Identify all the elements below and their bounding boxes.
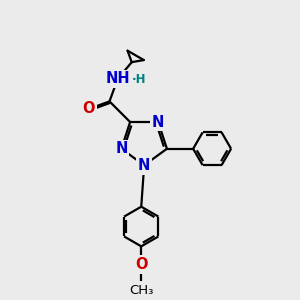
Text: N: N <box>115 141 128 156</box>
Text: O: O <box>135 257 148 272</box>
Text: N: N <box>152 115 164 130</box>
Text: CH₃: CH₃ <box>129 284 153 297</box>
Text: ·H: ·H <box>132 73 146 86</box>
Text: NH: NH <box>105 71 130 86</box>
Text: O: O <box>83 101 95 116</box>
Text: N: N <box>138 158 150 173</box>
